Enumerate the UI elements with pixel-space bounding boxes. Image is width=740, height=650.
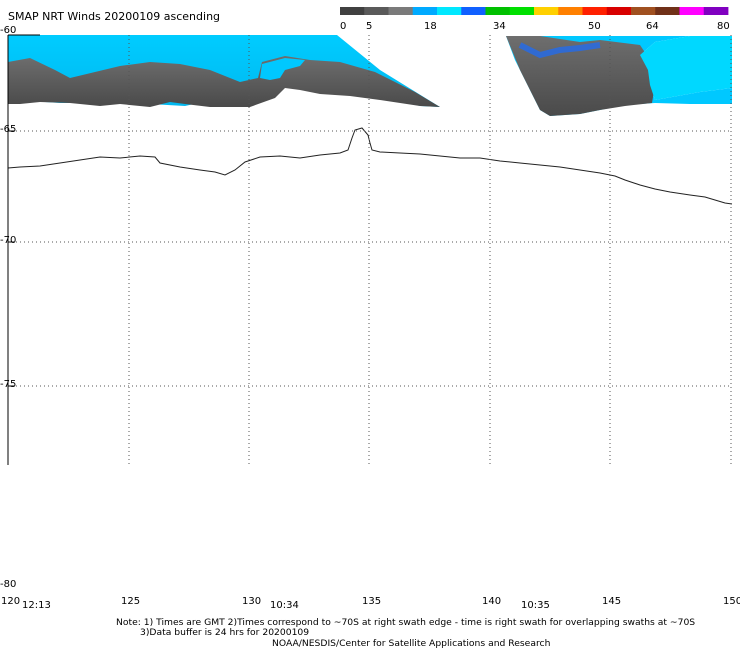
colorbar-cell [485,7,511,15]
map-title: SMAP NRT Winds 20200109 ascending [8,10,221,23]
colorbar-label-5: 5 [366,21,373,32]
colorbar-label-64: 64 [646,21,659,32]
lat-label: -75 [0,379,17,390]
swath-time-label: 12:13 [22,600,51,611]
lon-label: 125 [121,596,141,607]
colorbar-cell [437,7,462,15]
lon-label: 135 [362,596,382,607]
lat-label: -80 [0,579,17,590]
colorbar-cell [412,7,438,15]
colorbar-cell [558,7,583,15]
colorbar-label-34: 34 [493,21,506,32]
colorbar-cell [534,7,559,15]
coastline [7,127,733,205]
colorbar-cell [703,7,729,15]
note-line-3: NOAA/NESDIS/Center for Satellite Applica… [272,638,551,649]
colorbar-cell [509,7,535,15]
colorbar-label-80: 80 [717,21,730,32]
lon-label: 130 [242,596,262,607]
lon-label: 140 [482,596,502,607]
lat-label: -70 [0,235,17,246]
note-line-1: Note: 1) Times are GMT 2)Times correspon… [116,617,696,628]
colorbar-cell [606,7,632,15]
note-line-2: 3)Data buffer is 24 hrs for 20200109 [140,627,310,638]
wind-swath-left [8,35,440,107]
colorbar-cell [631,7,656,15]
colorbar [340,7,729,15]
axis-frame [7,34,40,465]
colorbar-cell [679,7,705,15]
wind-swath-right [506,36,732,116]
colorbar-cell [655,7,680,15]
lon-label: 150 [723,596,740,607]
lon-label: 120 [1,596,21,607]
lat-lon-grid [8,35,732,465]
colorbar-cell [461,7,486,15]
colorbar-cell [340,7,365,15]
colorbar-cell [582,7,608,15]
colorbar-label-18: 18 [424,21,437,32]
lon-label: 145 [602,596,622,607]
swath-time-label: 10:34 [270,600,299,611]
colorbar-cell [388,7,414,15]
colorbar-cell [364,7,389,15]
lat-label: -60 [0,25,17,36]
lat-label: -65 [0,124,17,135]
colorbar-label-50: 50 [588,21,601,32]
swath-time-label: 10:35 [521,600,550,611]
colorbar-label-0: 0 [340,21,347,32]
